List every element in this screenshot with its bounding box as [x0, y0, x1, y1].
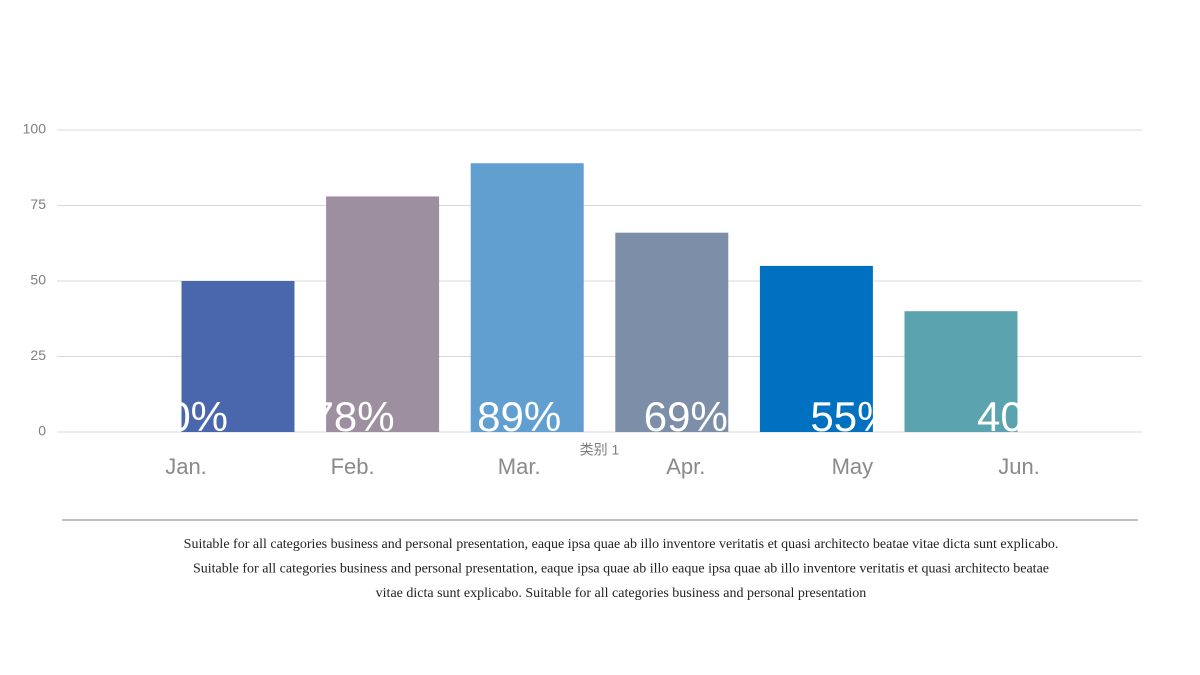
- percent-label: 89%: [477, 393, 561, 440]
- percent-label: 78%: [311, 393, 395, 440]
- y-tick-label: 25: [30, 347, 46, 363]
- bar: [615, 232, 729, 432]
- y-tick-label: 0: [38, 423, 46, 439]
- percent-label: 40%: [977, 393, 1061, 440]
- y-tick-label: 75: [30, 196, 46, 212]
- month-label: Feb.: [331, 454, 375, 479]
- month-label: Mar.: [498, 454, 541, 479]
- bar: [326, 196, 440, 432]
- bar: [759, 265, 873, 432]
- percent-label: 69%: [644, 393, 728, 440]
- footer-text: Suitable for all categories business and…: [193, 562, 1049, 577]
- month-label: May: [832, 454, 874, 479]
- month-label: Jun.: [998, 454, 1040, 479]
- month-label: Jan.: [165, 454, 207, 479]
- month-label: Apr.: [666, 454, 705, 479]
- footer-text: Suitable for all categories business and…: [184, 537, 1059, 552]
- y-tick-label: 100: [23, 121, 47, 137]
- footer-text: vitae dicta sunt explicabo. Suitable for…: [376, 586, 867, 601]
- bar: [181, 281, 295, 432]
- percent-label: 55%: [810, 393, 894, 440]
- bar: [904, 311, 1018, 432]
- x-category-label: 类别 1: [580, 442, 620, 458]
- bar: [470, 163, 584, 432]
- y-tick-label: 50: [30, 272, 46, 288]
- percent-label: 50%: [144, 393, 228, 440]
